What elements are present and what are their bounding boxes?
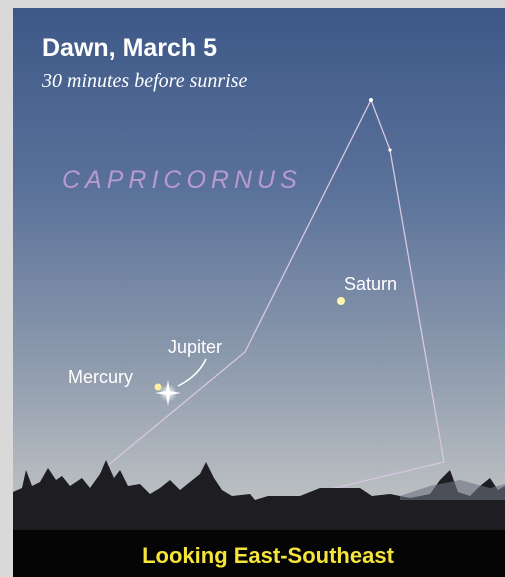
subtitle: 30 minutes before sunrise — [41, 70, 247, 92]
mercury-dot — [155, 384, 162, 391]
page: Dawn, March 5 30 minutes before sunrise … — [0, 0, 505, 577]
title: Dawn, March 5 — [42, 34, 217, 62]
mercury-label: Mercury — [68, 367, 133, 387]
star — [369, 98, 373, 102]
left-margin — [0, 0, 13, 577]
saturn-dot — [337, 297, 345, 305]
star — [388, 148, 391, 151]
sky-chart: Dawn, March 5 30 minutes before sunrise … — [0, 0, 505, 577]
saturn-label: Saturn — [344, 274, 397, 294]
footer-caption: Looking East-Southeast — [142, 543, 394, 568]
jupiter-label: Jupiter — [168, 337, 222, 357]
constellation-name: CAPRICORNUS — [62, 166, 302, 194]
